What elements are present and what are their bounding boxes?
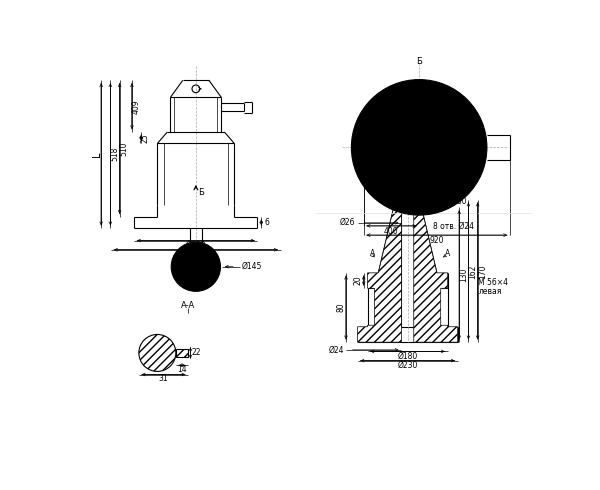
Text: Ø230: Ø230: [397, 361, 418, 370]
Text: Ø680: Ø680: [185, 241, 206, 249]
Polygon shape: [414, 207, 458, 342]
Text: 22: 22: [191, 348, 200, 357]
Bar: [176, 349, 188, 357]
Text: 920: 920: [430, 236, 444, 245]
Text: A-A: A-A: [181, 301, 195, 310]
Text: 130: 130: [460, 268, 469, 282]
Text: 409: 409: [132, 99, 141, 114]
Text: I: I: [173, 256, 176, 265]
Text: 20: 20: [353, 276, 362, 285]
Text: 162: 162: [469, 264, 478, 278]
Text: 510: 510: [120, 142, 129, 156]
Text: A: A: [445, 249, 450, 258]
Circle shape: [352, 79, 487, 215]
Circle shape: [171, 242, 220, 292]
Text: Ø80: Ø80: [451, 197, 467, 206]
Text: A: A: [370, 249, 375, 258]
Text: Ø145: Ø145: [242, 262, 262, 271]
Text: 8 отв. Ø24: 8 отв. Ø24: [433, 221, 474, 230]
Text: Ø24: Ø24: [328, 345, 344, 354]
Text: 31: 31: [158, 374, 169, 383]
Text: L: L: [92, 151, 101, 157]
Text: Ø740: Ø740: [383, 157, 406, 176]
Text: Ø180: Ø180: [397, 351, 418, 361]
Polygon shape: [358, 207, 401, 342]
Text: Ø26: Ø26: [340, 219, 355, 227]
Circle shape: [139, 335, 176, 371]
Text: 14: 14: [177, 365, 187, 373]
Text: I: I: [414, 192, 416, 200]
Text: 400: 400: [384, 227, 399, 236]
Text: Ø800: Ø800: [185, 250, 206, 259]
Text: 170: 170: [478, 264, 487, 279]
Text: Б: Б: [199, 188, 204, 197]
Text: 80: 80: [336, 303, 345, 312]
Text: левая: левая: [478, 287, 502, 296]
Text: 518: 518: [110, 147, 119, 162]
Text: 6: 6: [264, 219, 269, 227]
Text: Б: Б: [416, 57, 422, 66]
Text: 25: 25: [140, 133, 149, 143]
Text: M 56×4: M 56×4: [478, 278, 508, 287]
